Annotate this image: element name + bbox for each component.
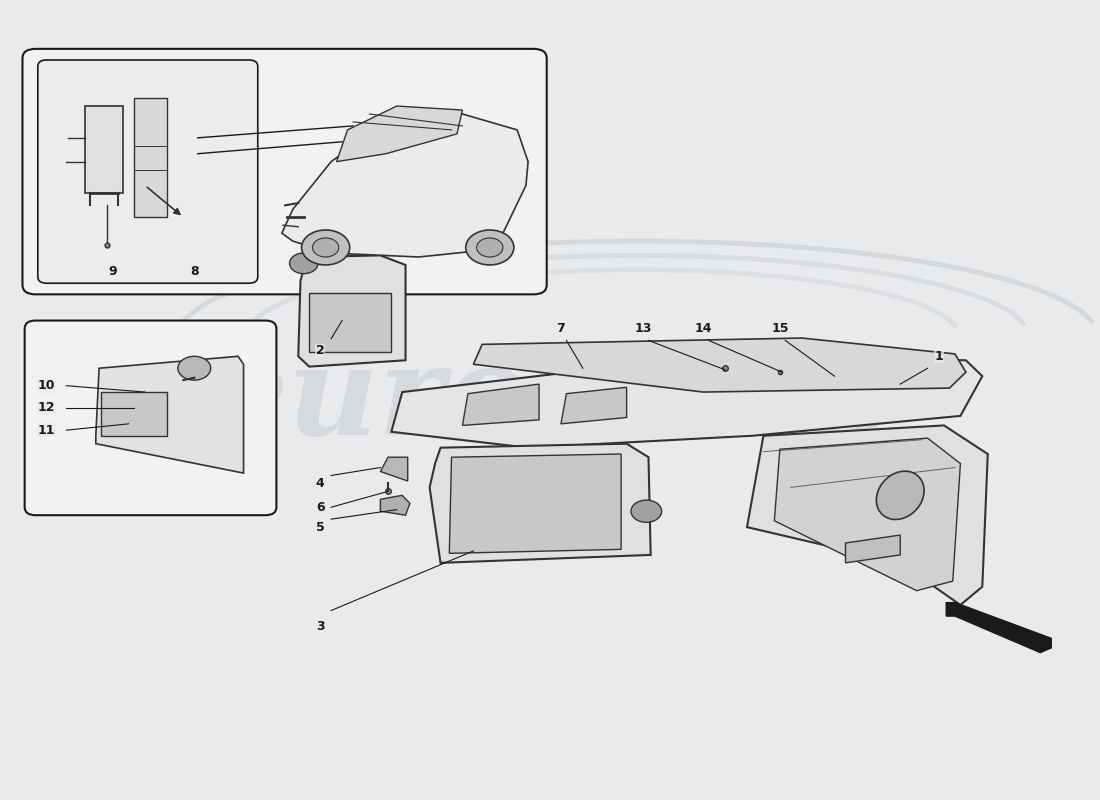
Polygon shape — [298, 255, 406, 366]
Text: 10: 10 — [37, 379, 55, 392]
Polygon shape — [85, 106, 123, 194]
Polygon shape — [561, 387, 627, 424]
Text: 1: 1 — [934, 350, 943, 363]
Circle shape — [476, 238, 503, 257]
Text: 2: 2 — [316, 344, 324, 358]
Polygon shape — [449, 454, 621, 554]
Polygon shape — [381, 457, 408, 481]
FancyBboxPatch shape — [37, 60, 257, 283]
Text: 12: 12 — [37, 402, 55, 414]
Text: 14: 14 — [694, 322, 712, 335]
Text: 11: 11 — [37, 424, 55, 437]
Polygon shape — [392, 356, 982, 448]
Polygon shape — [96, 356, 243, 473]
Polygon shape — [774, 438, 960, 590]
Polygon shape — [747, 426, 988, 605]
Text: europarts: europarts — [209, 339, 891, 461]
Polygon shape — [473, 338, 966, 392]
Polygon shape — [337, 106, 462, 162]
Circle shape — [465, 230, 514, 265]
Circle shape — [301, 230, 350, 265]
Text: 15: 15 — [771, 322, 789, 335]
FancyBboxPatch shape — [22, 49, 547, 294]
Polygon shape — [946, 602, 1052, 653]
Text: 13: 13 — [635, 322, 651, 335]
Text: 4: 4 — [316, 477, 324, 490]
Ellipse shape — [877, 471, 924, 519]
Polygon shape — [430, 444, 651, 563]
Polygon shape — [309, 293, 392, 352]
Polygon shape — [101, 392, 167, 436]
Circle shape — [178, 356, 211, 380]
Text: 7: 7 — [557, 322, 565, 335]
Text: 8: 8 — [190, 265, 199, 278]
FancyBboxPatch shape — [24, 321, 276, 515]
Text: 3: 3 — [316, 620, 324, 633]
Polygon shape — [381, 495, 410, 515]
Text: 5: 5 — [316, 521, 324, 534]
Text: 9: 9 — [108, 265, 117, 278]
Polygon shape — [462, 384, 539, 426]
Polygon shape — [846, 535, 900, 563]
Circle shape — [289, 253, 318, 274]
Text: 6: 6 — [316, 501, 324, 514]
Polygon shape — [282, 114, 528, 257]
Polygon shape — [134, 98, 167, 218]
Circle shape — [631, 500, 661, 522]
Circle shape — [312, 238, 339, 257]
